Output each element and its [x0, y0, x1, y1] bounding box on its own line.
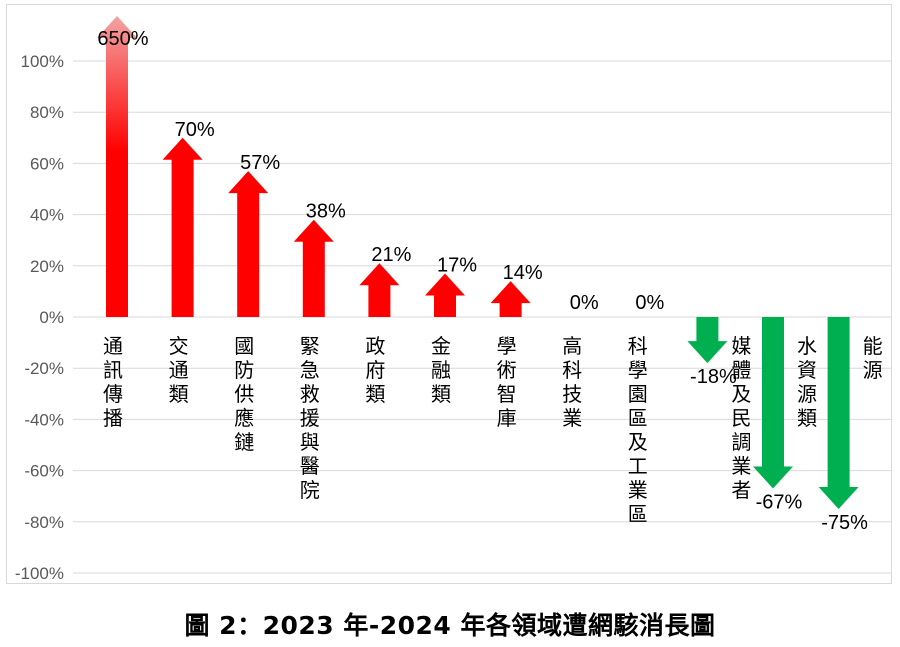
data-label-9: -18%	[690, 366, 737, 388]
category-label-5: 金融類	[431, 334, 451, 406]
arrow-5	[425, 273, 465, 317]
y-tick-label: 40%	[30, 206, 64, 225]
arrow-11	[818, 317, 859, 509]
cyber-attack-change-chart: 100%80%60%40%20%0%-20%-40%-60%-80%-100% …	[15, 16, 891, 583]
arrow-6	[490, 281, 531, 317]
data-label-6: 14%	[503, 262, 543, 284]
y-tick-label: 0%	[39, 308, 64, 327]
arrow-2	[228, 171, 269, 317]
data-arrows	[97, 16, 859, 509]
category-label-3: 緊急救援與醫院	[300, 334, 320, 502]
category-label-9: 媒體及民調業者	[731, 334, 751, 502]
data-label-1: 70%	[175, 119, 215, 141]
category-label-10: 水資源類	[797, 334, 817, 430]
arrow-0	[97, 16, 137, 317]
arrow-1	[162, 137, 203, 317]
y-tick-label: 80%	[30, 103, 64, 122]
data-label-2: 57%	[240, 152, 280, 174]
category-label-7: 高科技業	[562, 334, 582, 430]
y-tick-label: -40%	[24, 410, 64, 429]
arrow-3	[293, 219, 334, 317]
data-label-0: 650%	[97, 28, 148, 50]
y-tick-label: -100%	[15, 564, 64, 583]
y-tick-label: 20%	[30, 257, 64, 276]
category-label-4: 政府類	[365, 334, 385, 406]
arrow-9	[687, 317, 728, 364]
data-label-11: -75%	[821, 512, 868, 534]
y-tick-label: 60%	[30, 154, 64, 173]
arrow-10	[753, 317, 793, 489]
y-tick-label: -60%	[24, 462, 64, 481]
figure-caption: 圖 2：2023 年-2024 年各領域遭網駭消長圖	[184, 611, 716, 640]
chart-frame: 100% 80% 60% 40% 20% 0% -20% -40% -60% -80% -100% …	[6, 4, 892, 584]
data-label-4: 21%	[371, 244, 411, 266]
data-label-5: 17%	[437, 254, 477, 276]
data-label-10: -67%	[756, 492, 803, 514]
arrow-4	[359, 263, 400, 317]
y-tick-label: -80%	[24, 513, 64, 532]
data-label-3: 38%	[306, 201, 346, 223]
category-label-2: 國防供應鏈	[234, 334, 254, 454]
category-label-1: 交通類	[169, 334, 189, 406]
category-label-8: 科學園區及工業區	[628, 334, 648, 526]
y-axis-ticks: 100% 80% 60% 40% 20% 0% -20% -40% -60% -80% -100%	[15, 52, 64, 583]
data-label-7: 0%	[570, 292, 599, 314]
data-labels: 650% 70% 57% 38% 21% 17% 14% 0% 0% -18% -67% -75%	[97, 28, 868, 534]
category-label-6: 學術智庫	[497, 334, 517, 430]
category-labels: 通訊傳播 交通類 國防供應鏈 緊急救援與醫院 政府類 金融類 學術智庫 高科技業 科學園區及工業…	[103, 334, 883, 526]
category-label-0: 通訊傳播	[103, 334, 123, 430]
y-tick-label: -20%	[24, 359, 64, 378]
gridlines	[73, 60, 891, 574]
category-label-11: 能源	[863, 334, 883, 382]
data-label-8: 0%	[635, 292, 664, 314]
y-tick-label: 100%	[21, 52, 64, 71]
